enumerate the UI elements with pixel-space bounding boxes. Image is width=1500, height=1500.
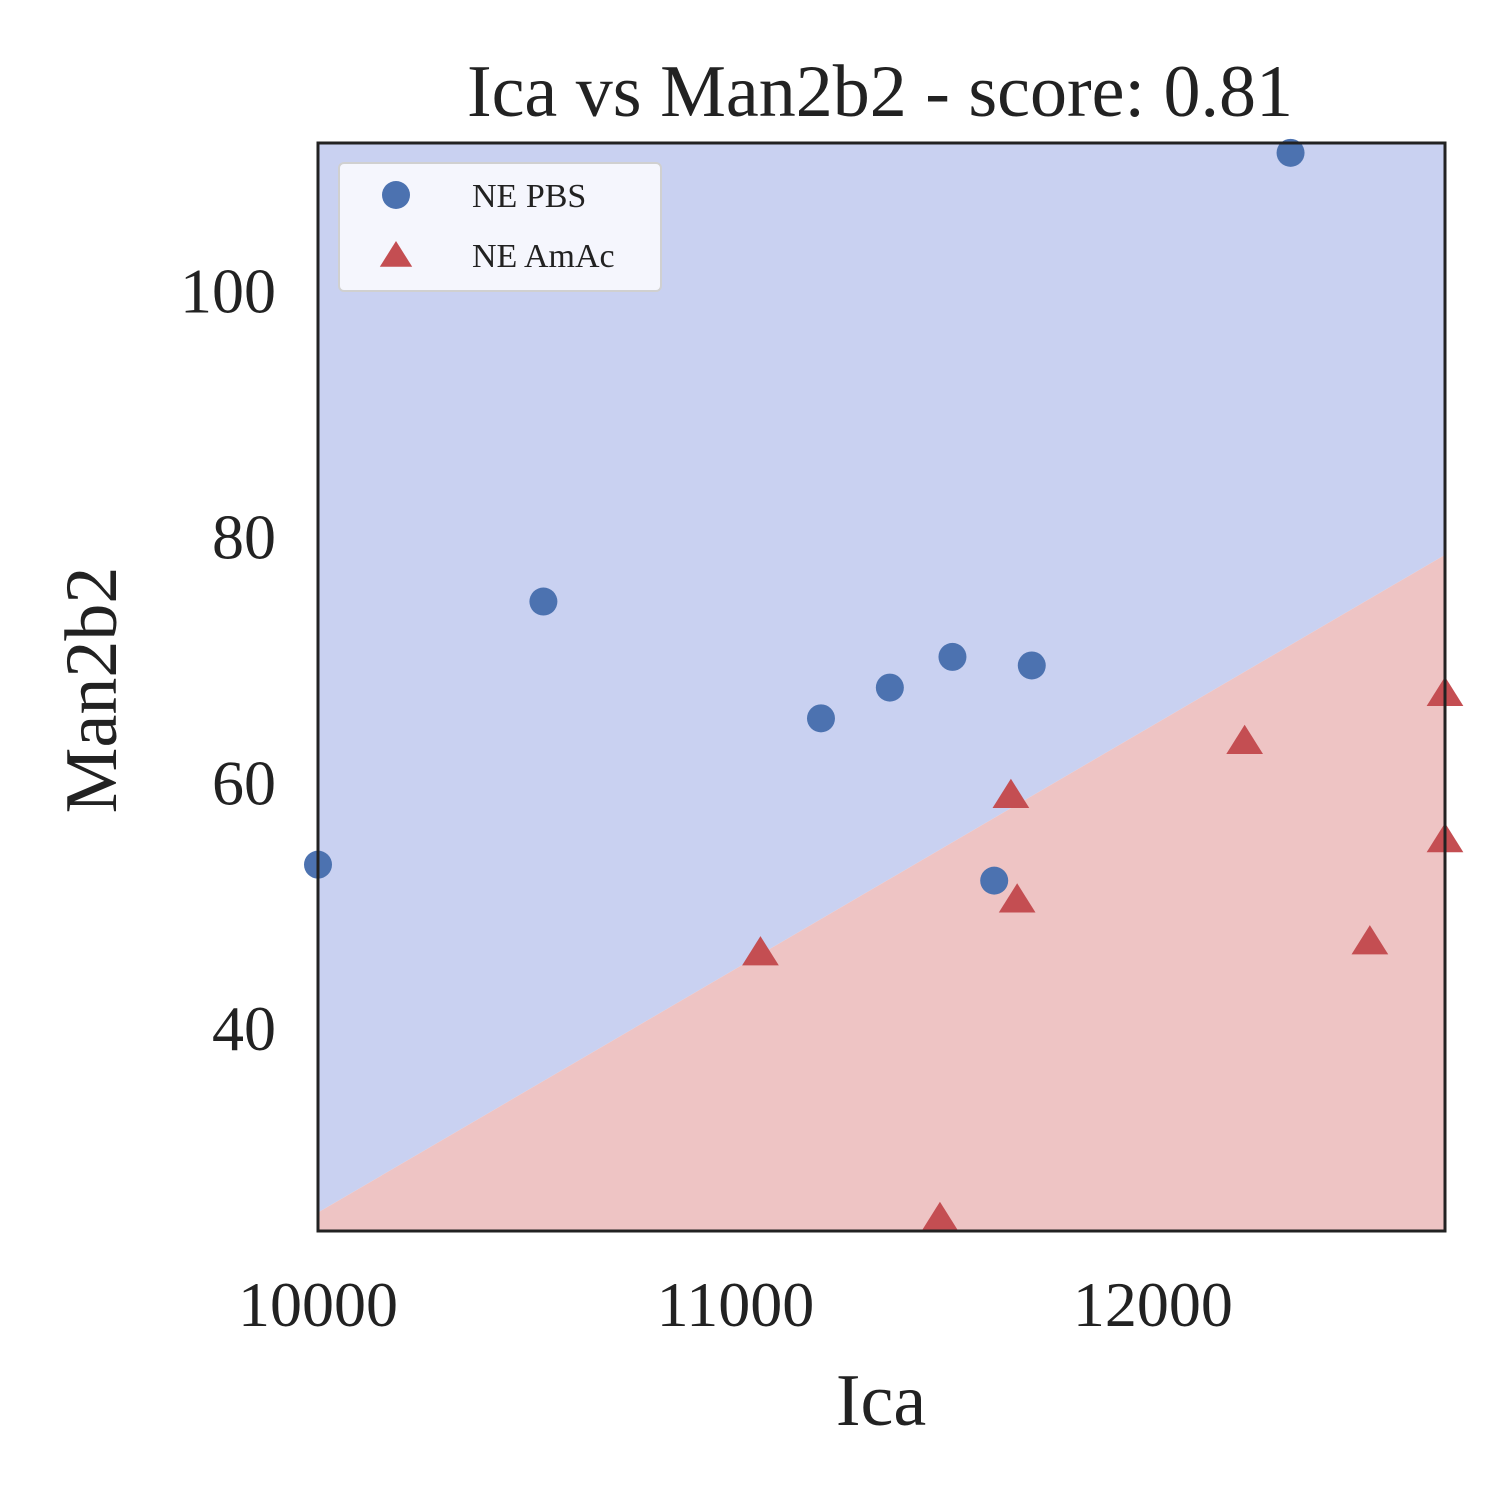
- data-points: [304, 138, 1464, 1231]
- legend-label-ne-amac: NE AmAc: [472, 238, 615, 275]
- x-tick-label: 10000: [238, 1269, 398, 1340]
- data-point-ne-pbs: [529, 587, 558, 616]
- y-axis-label: Man2b2: [51, 567, 133, 814]
- plot-frame: [316, 141, 1447, 1233]
- legend-marker-ne-amac: [379, 241, 413, 267]
- data-point-ne-amac: [998, 883, 1036, 913]
- data-point-ne-amac: [1226, 724, 1264, 754]
- y-tick-label: 40: [212, 993, 276, 1064]
- data-point-ne-pbs: [875, 673, 904, 702]
- chart-title: Ica vs Man2b2 - score: 0.81: [467, 51, 1293, 133]
- x-axis-label: Ica: [836, 1360, 926, 1442]
- x-tick-label: 12000: [1073, 1269, 1233, 1340]
- data-point-ne-pbs: [1276, 138, 1305, 167]
- y-tick-label: 80: [212, 501, 276, 572]
- data-point-ne-pbs: [980, 866, 1009, 895]
- data-point-ne-pbs: [938, 642, 967, 671]
- y-tick-label: 60: [212, 747, 276, 818]
- legend-marker-ne-pbs: [382, 181, 410, 209]
- axis-ticks: 10000 11000 12000 40 60 80 100: [180, 256, 1233, 1340]
- data-point-ne-amac: [1351, 925, 1389, 955]
- region-ne-amac: [318, 554, 1445, 1231]
- legend-box: [338, 162, 662, 292]
- data-point-ne-pbs: [1017, 651, 1046, 680]
- data-point-ne-amac: [992, 778, 1030, 809]
- y-tick-label: 100: [180, 256, 276, 327]
- legend-label-ne-pbs: NE PBS: [472, 178, 586, 215]
- legend: NE PBS NE AmAc: [338, 162, 662, 292]
- data-point-ne-amac: [742, 936, 779, 966]
- data-point-ne-pbs: [806, 704, 835, 733]
- x-tick-label: 11000: [657, 1269, 815, 1340]
- data-point-ne-amac: [921, 1201, 959, 1231]
